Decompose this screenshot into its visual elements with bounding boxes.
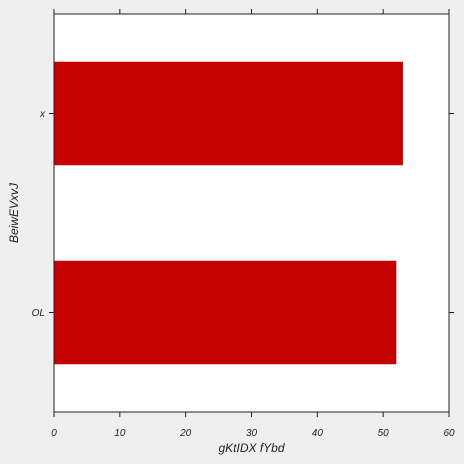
x-tick-label: 0 — [51, 428, 57, 439]
y-axis-label: BeiwEVxvJ — [7, 182, 21, 243]
bar-OL — [54, 260, 397, 365]
plot-frame — [53, 13, 450, 413]
bars-group — [54, 61, 403, 365]
bar-x — [54, 61, 403, 166]
x-tick-label: 40 — [312, 428, 324, 439]
y-tick-label: x — [39, 109, 46, 120]
x-tick-label: 30 — [246, 428, 258, 439]
x-tick-label: 10 — [114, 428, 126, 439]
x-tick-label: 60 — [443, 428, 455, 439]
x-axis-label: gKtIDX fYbd — [218, 441, 284, 455]
y-tick-label: OL — [32, 308, 45, 319]
x-tick-label: 20 — [179, 428, 192, 439]
x-tick-label: 50 — [378, 428, 390, 439]
ticks-group: x OL 0 10 20 30 40 50 60 — [32, 9, 455, 439]
